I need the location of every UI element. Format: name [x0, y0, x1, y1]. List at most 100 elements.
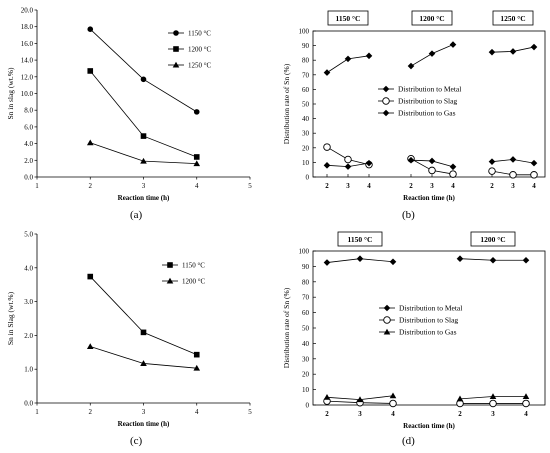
panel-a-ytick-label: 2.0 [24, 157, 33, 165]
panel-b-legend-marker [382, 85, 390, 93]
panel-a-xtick-label: 5 [248, 182, 252, 190]
panel-b-ytick-label: 0 [306, 174, 310, 182]
panel-a-xtick-label: 2 [89, 182, 93, 190]
panel-b-ytick-label: 10 [302, 159, 310, 167]
panel-c-point [87, 273, 94, 280]
panel-b-point [407, 156, 415, 164]
panel-c-point [86, 343, 94, 350]
panel-b-point [488, 167, 496, 175]
panel-c-ytick-label: 3.0 [24, 298, 33, 306]
panel-b-ytick-label: 100 [299, 28, 310, 36]
panel-a-point [193, 160, 201, 167]
panel-a-x-axis-label: Reaction time (h) [118, 194, 170, 202]
panel-b-ytick-label: 20 [302, 144, 310, 152]
panel-b-group-label: 1200 °C [419, 14, 444, 23]
panel-b-x-axis-label: Reaction time (h) [403, 194, 455, 202]
panel-b-point [428, 166, 436, 175]
panel-b-legend-marker [382, 97, 390, 105]
panel-a-y-axis-label: Sn in slag (wt.%) [6, 67, 15, 120]
panel-b-point [365, 159, 373, 167]
panel-d-legend-label: Distribution to Metal [399, 304, 462, 313]
panel-d-point [489, 393, 497, 400]
panel-c-xtick-label: 4 [195, 408, 199, 416]
panel-c-ytick-label: 0.0 [24, 400, 33, 408]
panel-d-point [389, 258, 397, 266]
panel-c-ytick-label: 5.0 [24, 231, 33, 239]
panel-b-legend-marker [382, 109, 390, 117]
panel-a-ytick-label: 10.0 [21, 90, 34, 98]
panel-b-ytick-label: 60 [302, 86, 310, 94]
panel-b-point [365, 52, 373, 60]
panel-b-point [449, 41, 457, 48]
panel-a-series-line-1 [89, 70, 197, 158]
panel-d-point [323, 259, 331, 266]
panel-b-point [488, 158, 496, 165]
panel-c-xtick-label: 3 [142, 408, 146, 416]
panel-b-group-label-box [492, 10, 534, 26]
panel-b-point [449, 170, 457, 178]
panel-d-point [522, 256, 530, 264]
panel-c-point [140, 329, 147, 336]
panel-d-group-label: 1200 °C [480, 235, 505, 244]
panel-a-legend-label: 1200 °C [188, 46, 212, 54]
panel-b-point [323, 69, 331, 76]
panel-d-legend-marker [383, 328, 391, 335]
panel-a-point [140, 157, 147, 164]
panel-c-xtick-label: 5 [248, 408, 252, 416]
panel-d-xtick-label: 3 [358, 410, 362, 418]
panel-b-ytick-label: 40 [302, 115, 310, 123]
panel-d-point [323, 394, 331, 400]
panel-b-legend-label: Distribution to Metal [398, 85, 461, 94]
panel-d-point [356, 396, 364, 403]
panel-c-point [140, 360, 147, 366]
panel-d-point [389, 399, 397, 408]
panel-b-xtick-label: 4 [532, 182, 536, 190]
panel-label-a: (a) [130, 209, 143, 221]
panel-b-point [509, 156, 517, 163]
panel-b-point [407, 62, 415, 70]
panel-a-legend-label: 1250 °C [188, 62, 212, 70]
panel-b-point [428, 157, 436, 165]
panel-c-xtick-label: 1 [35, 408, 39, 416]
panel-b-point [344, 55, 352, 63]
panel-d-ytick-label: 10 [302, 386, 310, 394]
panel-a-legend-marker [172, 61, 180, 68]
panel-d-point [456, 255, 464, 262]
panel-b-legend-label: Distribution to Gas [398, 109, 456, 118]
panel-a-legend-marker [173, 46, 179, 52]
panel-c-legend-marker [166, 277, 174, 284]
panel-d-ytick-label: 80 [302, 278, 310, 286]
panel-a-point [193, 154, 200, 160]
panel-d-ytick-label: 90 [302, 263, 310, 271]
panel-b-group-label-box [327, 10, 369, 26]
panel-b-point [323, 143, 331, 151]
panel-a-point [140, 76, 147, 83]
panel-b-ytick-label: 50 [302, 101, 310, 109]
panel-b-xtick-label: 3 [430, 182, 434, 190]
panel-b-point [530, 43, 538, 51]
panel-c-ytick-label: 1.0 [24, 366, 33, 374]
panel-b-point [323, 162, 331, 169]
panel-d-x-axis-label: Reaction time (h) [403, 422, 455, 430]
panel-d-ytick-label: 50 [302, 325, 310, 333]
panel-d-legend-marker [383, 304, 391, 312]
panel-c-x-axis-label: Reaction time (h) [118, 420, 170, 428]
panel-b-group-label: 1150 °C [336, 14, 361, 23]
panel-d-legend-marker [383, 316, 391, 324]
panel-b-ytick-label: 90 [302, 42, 310, 50]
panel-a-ytick-label: 8.0 [24, 107, 33, 115]
panel-b-xtick-label: 4 [451, 182, 455, 190]
panel-b-xtick-label: 3 [346, 182, 350, 190]
panel-d-group-label: 1150 °C [348, 235, 373, 244]
panel-d-ytick-label: 40 [302, 340, 310, 348]
panel-a-point [87, 68, 94, 74]
panel-d-xtick-label: 2 [325, 410, 329, 418]
panel-a-ytick-label: 18.0 [21, 23, 34, 31]
panel-d-legend-label: Distribution to Slag [399, 316, 458, 325]
panel-a-legend-label: 1150 °C [188, 30, 211, 38]
panel-a-ytick-label: 12.0 [21, 73, 34, 81]
panel-c-series-line-0 [89, 276, 197, 356]
panel-a-ytick-label: 0.0 [24, 174, 33, 182]
panel-d-point [389, 392, 397, 399]
panel-d-group-label-box [337, 231, 383, 247]
